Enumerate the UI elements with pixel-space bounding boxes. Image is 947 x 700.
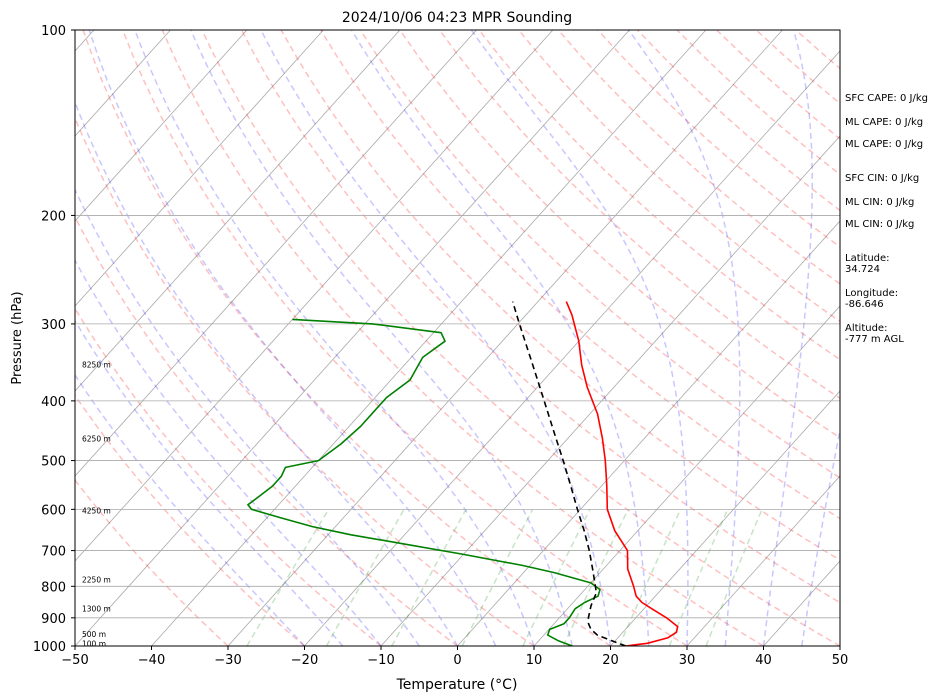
- x-tick-label: −30: [214, 653, 241, 668]
- profile-line-2: [247, 318, 601, 646]
- height-label: 8250 m: [82, 360, 111, 369]
- isotherm: [75, 30, 324, 307]
- height-label: 4250 m: [82, 507, 111, 516]
- x-tick-label: 20: [602, 653, 619, 668]
- isotherm: [75, 30, 554, 562]
- x-tick-label: 10: [526, 653, 543, 668]
- y-tick-label: 700: [41, 545, 66, 560]
- y-tick-label: 600: [41, 503, 66, 518]
- dry-adiabat: [240, 30, 840, 604]
- dry-adiabat: [161, 30, 764, 646]
- x-tick-label: −50: [61, 653, 88, 668]
- mixing-ratio-line: [325, 508, 405, 646]
- height-label: 500 m: [82, 630, 106, 639]
- moist-adiabat: [88, 30, 497, 646]
- isotherm: [686, 475, 840, 646]
- moist-adiabat: [628, 30, 741, 646]
- mixing-ratio-line: [461, 508, 534, 646]
- dry-adiabat: [557, 30, 840, 285]
- y-tick-label: 900: [41, 612, 66, 627]
- mixing-ratio-line: [705, 509, 763, 646]
- dry-adiabat: [75, 478, 229, 646]
- background-lines: [75, 30, 840, 646]
- height-label: 2250 m: [82, 576, 111, 585]
- moist-adiabat: [260, 30, 612, 646]
- side-text-line: SFC CIN: 0 J/kg: [845, 173, 920, 184]
- isotherm: [75, 30, 630, 646]
- x-tick-label: 40: [755, 653, 772, 668]
- y-tick-label: 1000: [33, 640, 66, 655]
- plot-frame: [74, 29, 841, 647]
- mixing-ratio-line: [618, 508, 682, 646]
- dry-adiabat: [75, 215, 458, 646]
- y-axis-label: Pressure (hPa): [10, 291, 25, 384]
- mixing-ratio-line: [246, 508, 330, 646]
- side-text-line: Latitude: 34.724: [845, 253, 890, 275]
- isotherm: [75, 30, 248, 222]
- profile-line-1: [565, 301, 679, 646]
- x-tick-label: 30: [679, 653, 696, 668]
- moist-adiabat: [350, 30, 650, 646]
- y-tick-label: 800: [41, 580, 66, 595]
- side-text-line: Altitude: -777 m AGL: [845, 323, 904, 345]
- moist-adiabat: [190, 30, 574, 646]
- axis-ticks: −50 −40 −30 −20 −10 0 10 20 30 40 50 1000 900 800 700 6…: [33, 24, 848, 668]
- dry-adiabat: [82, 30, 611, 646]
- y-tick-label: 200: [41, 209, 66, 224]
- side-text-line: SFC CAPE: 0 J/kg: [845, 93, 928, 104]
- height-label: 1300 m: [82, 605, 111, 614]
- dry-adiabat: [320, 30, 840, 520]
- height-label: 6250 m: [82, 434, 111, 443]
- x-tick-label: 50: [832, 653, 849, 668]
- isotherm: [75, 30, 171, 137]
- x-axis-label: Temperature (°C): [396, 677, 518, 693]
- x-tick-label: −40: [138, 653, 165, 668]
- isotherm: [457, 220, 840, 646]
- isotherm: [151, 30, 707, 646]
- chart-title: 2024/10/06 04:23 MPR Sounding: [342, 10, 572, 26]
- side-text-line: Longitude: -86.646: [845, 288, 899, 310]
- isotherm: [75, 30, 401, 392]
- dry-adiabat: [75, 306, 382, 646]
- side-text-line: ML CIN: 0 J/kg: [845, 219, 915, 230]
- moist-adiabat: [762, 30, 813, 646]
- x-tick-label: −20: [291, 653, 318, 668]
- side-text-line: ML CIN: 0 J/kg: [845, 197, 915, 208]
- y-tick-label: 400: [41, 395, 66, 410]
- moist-adiabat: [134, 30, 535, 646]
- dry-adiabat: [478, 30, 840, 361]
- dry-adiabat: [122, 30, 688, 646]
- y-tick-label: 500: [41, 455, 66, 470]
- moist-adiabat: [75, 258, 382, 646]
- dry-adiabat: [75, 116, 535, 646]
- mixing-ratio-line: [522, 508, 591, 646]
- height-label: 100 m: [82, 639, 106, 648]
- mixing-ratio-line: [668, 508, 729, 646]
- y-tick-label: 300: [41, 318, 66, 333]
- moist-adiabat: [75, 100, 459, 646]
- x-tick-label: 0: [453, 653, 461, 668]
- isotherm: [533, 305, 840, 646]
- dry-adiabat: [201, 30, 840, 646]
- side-text-line: ML CAPE: 0 J/kg: [845, 117, 924, 128]
- profile-line-3: [511, 301, 627, 646]
- moist-adiabat: [470, 30, 689, 646]
- x-tick-label: −10: [367, 653, 394, 668]
- dry-adiabat: [280, 30, 840, 561]
- moist-adiabat: [801, 426, 840, 646]
- isotherm: [227, 30, 783, 646]
- isotherm: [380, 135, 840, 646]
- y-tick-label: 100: [41, 24, 66, 39]
- isotherm: [610, 390, 840, 646]
- sounding-profiles: [247, 301, 679, 646]
- isotherm: [75, 30, 477, 477]
- side-text-line: ML CAPE: 0 J/kg: [845, 139, 924, 150]
- moist-adiabat: [75, 187, 420, 646]
- dry-adiabat: [75, 394, 305, 646]
- mixing-ratio-line: [391, 508, 467, 646]
- dry-adiabat: [518, 30, 840, 323]
